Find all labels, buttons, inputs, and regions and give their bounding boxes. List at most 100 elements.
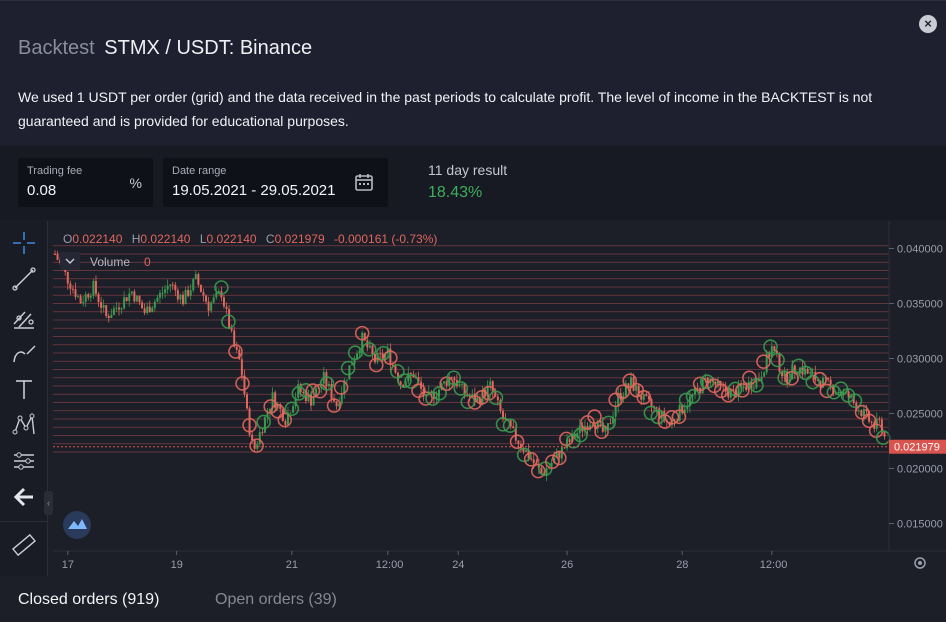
buy-order-marker (678, 392, 694, 408)
candle-body (212, 297, 215, 303)
candle-body (727, 391, 730, 398)
trading-fee-value[interactable]: 0.08 (27, 182, 57, 199)
candle-body (202, 292, 205, 296)
price-chart[interactable]: 0.040000 0.035000 0.030000 0.025000 0.020000… (0, 221, 946, 576)
candle-body (345, 379, 348, 381)
candle-body (640, 395, 643, 400)
sell-order-marker (333, 380, 349, 395)
candle-body (297, 384, 300, 398)
collapse-toolbar-button[interactable]: ‹ (44, 491, 53, 515)
candle-body (243, 375, 246, 395)
sell-order-marker (756, 354, 771, 369)
ruler-tool[interactable] (10, 531, 38, 559)
time-tick-label: 12:00 (760, 559, 788, 571)
candle-body (171, 284, 174, 286)
candle-body (286, 412, 289, 425)
sell-order-marker (594, 424, 609, 440)
volume-toggle-button[interactable] (60, 252, 80, 270)
order-markers (214, 280, 891, 479)
candle-body (489, 381, 492, 386)
candle-body (66, 271, 69, 284)
time-tick-label: 28 (676, 559, 688, 571)
candle-body (348, 365, 351, 380)
result-value: 18.43% (428, 184, 483, 201)
candle-body (353, 359, 356, 365)
candle-body (624, 383, 627, 396)
candle-body (635, 385, 638, 391)
candle-body (156, 297, 159, 302)
price-tick-label: 0.030000 (897, 354, 943, 366)
candle-body (118, 307, 120, 310)
candle-body (770, 346, 773, 358)
brush-tool[interactable] (10, 339, 38, 367)
candle-body (880, 419, 883, 433)
buy-order-marker (488, 390, 504, 406)
buy-order-marker (685, 389, 701, 404)
result-label: 11 day result (428, 162, 508, 178)
candle-body (248, 408, 251, 435)
fib-tool[interactable] (10, 303, 38, 331)
settings-gear-icon[interactable] (914, 557, 926, 569)
back-arrow-tool[interactable] (10, 483, 38, 511)
candle-body (550, 462, 553, 467)
candle-body (397, 372, 400, 382)
candle-body (307, 394, 310, 402)
measure-tool[interactable] (10, 447, 38, 475)
sell-order-marker (559, 431, 574, 447)
calendar-icon[interactable] (354, 172, 374, 192)
candle-body (461, 383, 464, 385)
chart-container[interactable]: ‹ 0.040000 0.035000 0.030000 0.025000 0.0200… (0, 221, 946, 576)
candle-body (166, 285, 169, 290)
trend-line-icon (12, 267, 36, 291)
candle-body (274, 392, 277, 408)
candle-body (361, 332, 364, 351)
buy-order-marker (256, 414, 271, 430)
candle-body (123, 297, 126, 309)
candle-body (340, 393, 343, 404)
ohlc-close: 0.021979 (275, 232, 325, 246)
candle-body (816, 379, 819, 381)
candle-body (87, 294, 90, 298)
candle-body (125, 297, 128, 302)
trend-line-tool[interactable] (10, 265, 38, 293)
candle-body (407, 372, 410, 382)
crosshair-tool[interactable] (10, 229, 38, 257)
candle-body (409, 372, 412, 374)
candle-body (391, 364, 394, 366)
trading-fee-field[interactable]: Trading fee 0.08 % (18, 158, 153, 207)
candle-body (315, 388, 318, 398)
candle-body (637, 385, 640, 396)
candle-body (763, 372, 766, 377)
price-tick-label: 0.040000 (897, 244, 943, 256)
tab-closed-orders[interactable]: Closed orders (919) (18, 591, 160, 608)
candle-body (765, 353, 768, 373)
candle-body (302, 391, 305, 393)
candle-body (197, 274, 200, 285)
sell-order-marker (664, 410, 680, 425)
time-tick-label: 17 (62, 559, 74, 571)
date-range-value[interactable]: 19.05.2021 - 29.05.2021 (172, 182, 336, 199)
candle-body (842, 391, 845, 395)
sell-order-marker (523, 452, 539, 467)
date-range-field[interactable]: Date range 19.05.2021 - 29.05.2021 (163, 158, 388, 207)
candle-body (599, 420, 602, 423)
current-price-tag: 0.021979 (53, 439, 946, 454)
text-tool[interactable] (10, 375, 38, 403)
pattern-tool[interactable] (10, 411, 38, 439)
candle-body (199, 284, 202, 293)
volume-legend[interactable]: Volume 0 (60, 252, 151, 270)
tab-open-orders[interactable]: Open orders (39) (215, 591, 337, 608)
candle-body (706, 377, 709, 384)
candle-body (630, 377, 632, 387)
candle-body (161, 292, 164, 294)
candle-body (338, 403, 341, 407)
candle-body (450, 377, 453, 379)
buy-order-marker (390, 364, 405, 379)
buy-order-marker (847, 393, 863, 408)
grid-levels (53, 245, 889, 453)
candle-body (169, 284, 172, 286)
close-button[interactable]: × (919, 15, 937, 33)
candle-body (512, 426, 515, 429)
ruler-icon (12, 533, 36, 557)
buy-order-marker (763, 339, 778, 355)
